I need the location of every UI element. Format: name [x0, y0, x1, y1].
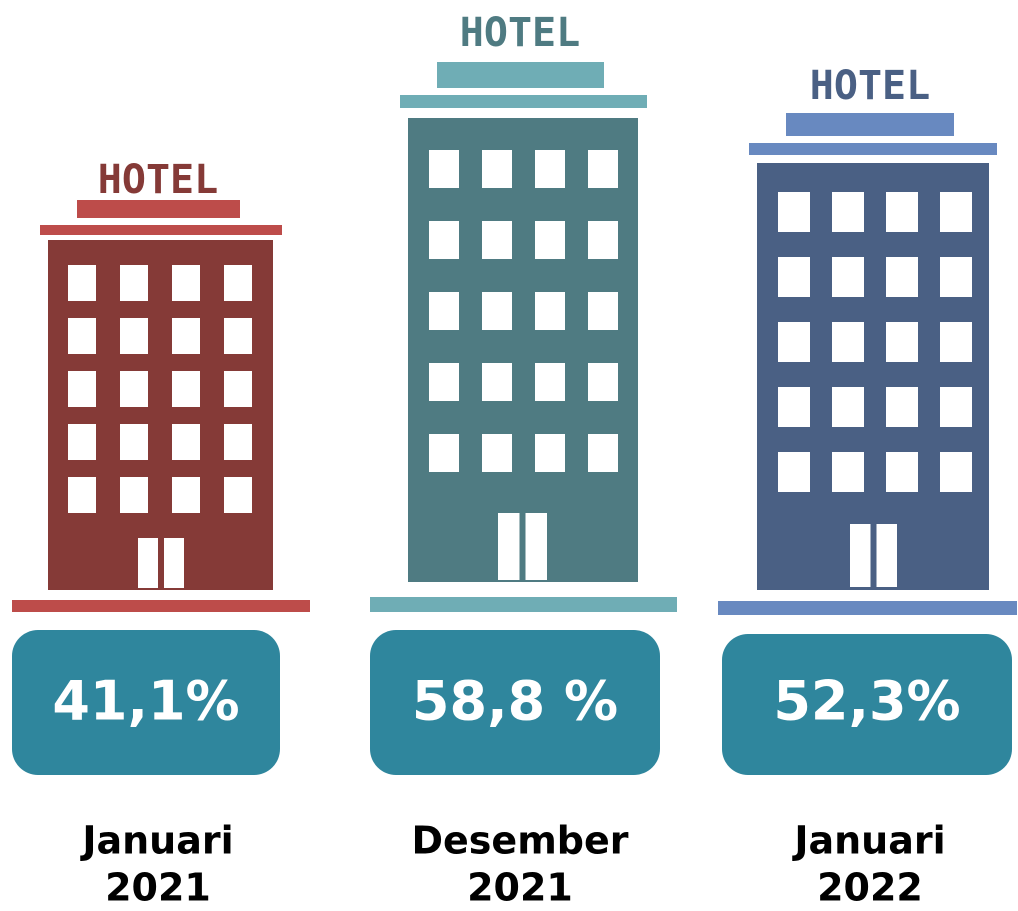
window: [482, 363, 512, 401]
door: [498, 513, 520, 580]
window: [482, 150, 512, 188]
window: [832, 257, 864, 297]
window: [886, 387, 918, 427]
window: [429, 292, 459, 330]
window: [778, 452, 810, 492]
window: [224, 265, 252, 301]
period-year: 2021: [105, 866, 211, 910]
window: [429, 221, 459, 259]
window: [120, 318, 148, 354]
window: [886, 257, 918, 297]
window: [482, 434, 512, 472]
window: [429, 150, 459, 188]
roof: [400, 95, 647, 108]
window: [940, 387, 972, 427]
window: [832, 192, 864, 232]
window: [172, 424, 200, 460]
infographic: HOTEL41,1%Januari2021HOTEL58,8 %Desember…: [0, 0, 1018, 911]
window: [68, 424, 96, 460]
window: [778, 387, 810, 427]
window: [588, 221, 618, 259]
door: [138, 538, 158, 588]
window: [535, 363, 565, 401]
window: [940, 192, 972, 232]
hotel-sign: HOTEL: [460, 10, 580, 56]
window: [68, 371, 96, 407]
window: [172, 477, 200, 513]
window: [886, 322, 918, 362]
roof: [749, 143, 997, 155]
door: [526, 513, 548, 580]
value-label: 58,8 %: [412, 670, 618, 733]
window: [886, 192, 918, 232]
window: [224, 477, 252, 513]
window: [535, 434, 565, 472]
period-month: Desember: [411, 819, 628, 863]
window: [120, 265, 148, 301]
period-month: Januari: [791, 819, 945, 863]
ground: [718, 601, 1017, 615]
sign-bar: [786, 113, 954, 136]
window: [224, 371, 252, 407]
window: [68, 265, 96, 301]
window: [224, 318, 252, 354]
window: [68, 318, 96, 354]
period-month: Januari: [79, 819, 233, 863]
window: [588, 434, 618, 472]
sign-bar: [77, 200, 240, 218]
window: [588, 363, 618, 401]
window: [940, 322, 972, 362]
door: [164, 538, 184, 588]
period-year: 2022: [817, 866, 923, 910]
window: [778, 322, 810, 362]
window: [940, 452, 972, 492]
window: [429, 363, 459, 401]
window: [832, 452, 864, 492]
window: [482, 292, 512, 330]
window: [172, 371, 200, 407]
door: [877, 524, 898, 587]
window: [482, 221, 512, 259]
sign-bar: [437, 62, 604, 88]
period-year: 2021: [467, 866, 573, 910]
value-label: 41,1%: [52, 670, 239, 733]
window: [120, 371, 148, 407]
window: [120, 424, 148, 460]
window: [68, 477, 96, 513]
window: [778, 257, 810, 297]
ground: [370, 597, 677, 612]
window: [832, 387, 864, 427]
door: [850, 524, 871, 587]
window: [172, 265, 200, 301]
window: [535, 292, 565, 330]
window: [940, 257, 972, 297]
roof: [40, 225, 282, 235]
window: [886, 452, 918, 492]
window: [172, 318, 200, 354]
window: [535, 221, 565, 259]
window: [120, 477, 148, 513]
window: [832, 322, 864, 362]
window: [588, 292, 618, 330]
value-label: 52,3%: [773, 670, 960, 733]
window: [224, 424, 252, 460]
window: [778, 192, 810, 232]
window: [429, 434, 459, 472]
hotel-sign: HOTEL: [98, 157, 218, 203]
ground: [12, 600, 310, 612]
window: [535, 150, 565, 188]
window: [588, 150, 618, 188]
hotel-sign: HOTEL: [810, 63, 930, 109]
